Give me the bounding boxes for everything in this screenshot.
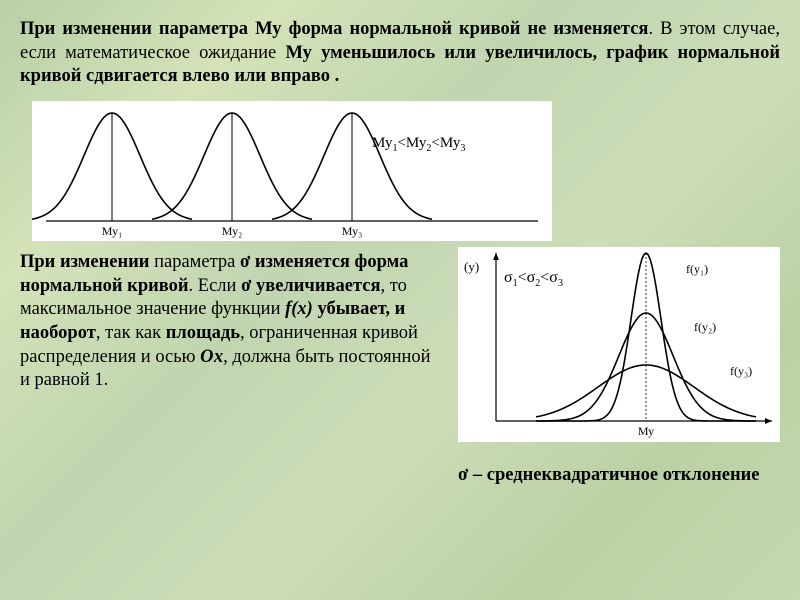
svg-text:f(y₃): f(y₃) bbox=[730, 364, 752, 378]
paragraph-1: При изменении параметра Му форма нормаль… bbox=[20, 18, 780, 89]
para2-seg1: При изменении bbox=[20, 252, 149, 272]
svg-text:f(y₂): f(y₂) bbox=[694, 320, 716, 334]
para2-seg2: параметра bbox=[149, 252, 240, 272]
chart-sigma-shape: (y)σ1<σ2<σ3f(y₁)f(y₂)f(y₃)Му bbox=[458, 247, 780, 442]
para2-seg9: убывает bbox=[313, 299, 385, 319]
sigma-note-seg1: ơ bbox=[458, 465, 468, 485]
para1-seg1: При изменении параметра Му форма нормаль… bbox=[20, 19, 648, 39]
sigma-note: ơ – среднеквадратичное отклонение bbox=[458, 464, 780, 488]
para2-seg14: Ох bbox=[200, 347, 223, 367]
chart-mu-shift: Му₁ Му₂ Му₃ Му1<Му2<Му3 bbox=[32, 101, 552, 241]
chart1-svg: Му₁ Му₂ Му₃ bbox=[32, 101, 552, 241]
paragraph-2: При изменении параметра ơ изменяется фор… bbox=[20, 251, 442, 488]
svg-text:Му: Му bbox=[638, 424, 654, 438]
svg-text:f(y₁): f(y₁) bbox=[686, 262, 708, 276]
para2-seg3: ơ bbox=[240, 252, 250, 272]
para2-seg6: ơ увеличивается bbox=[241, 276, 380, 296]
chart1-inequality-label: Му1<Му2<Му3 bbox=[372, 135, 465, 154]
chart2-svg: (y)σ1<σ2<σ3f(y₁)f(y₂)f(y₃)Му bbox=[458, 247, 780, 442]
para2-seg11: , так как bbox=[96, 323, 166, 343]
svg-text:(y): (y) bbox=[464, 259, 479, 274]
para2-seg8: f(x) bbox=[285, 299, 313, 319]
para2-seg12: площадь bbox=[166, 323, 240, 343]
svg-text:Му₂: Му₂ bbox=[222, 224, 243, 238]
sigma-note-seg2: – среднеквадратичное отклонение bbox=[468, 465, 759, 485]
svg-text:Му₁: Му₁ bbox=[102, 224, 123, 238]
para2-seg5: . Если bbox=[189, 276, 242, 296]
svg-text:Му₃: Му₃ bbox=[342, 224, 363, 238]
